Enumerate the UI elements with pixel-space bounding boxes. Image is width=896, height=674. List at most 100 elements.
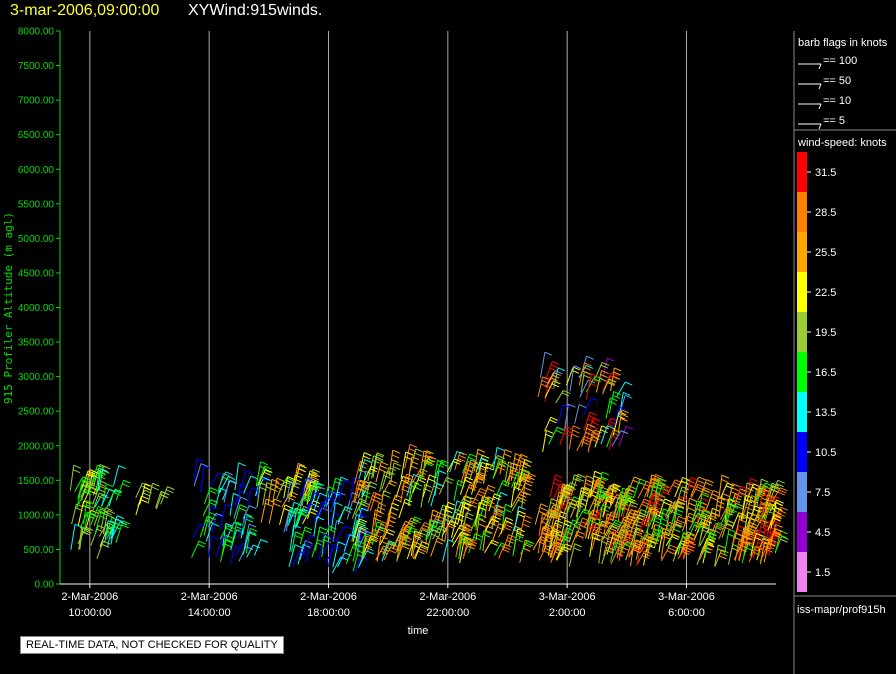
- wind-barb-flag: [705, 482, 713, 487]
- wind-barb-flag: [669, 521, 677, 526]
- wind-barb-flag: [639, 549, 647, 554]
- wind-barb-flag: [758, 485, 767, 490]
- wind-barb-flag: [456, 450, 465, 455]
- wind-barb-flag: [476, 474, 485, 479]
- wind-barb-flag: [525, 479, 534, 484]
- wind-barb: [420, 484, 426, 508]
- wind-barb: [305, 473, 314, 492]
- wind-barb-flag: [726, 523, 734, 527]
- wind-barb-flag: [590, 438, 599, 443]
- wind-barb: [493, 505, 499, 526]
- wind-barb-flag: [737, 547, 745, 552]
- wind-barb-flag: [428, 478, 436, 483]
- wind-barb-flag: [657, 484, 666, 489]
- wind-barb-flag: [106, 514, 115, 519]
- wind-barb: [590, 479, 598, 497]
- wind-barb: [698, 526, 704, 547]
- wind-barb-flag: [647, 544, 655, 549]
- wind-barb: [750, 533, 757, 556]
- wind-barb-flag: [389, 511, 398, 516]
- wind-barb-flag: [730, 505, 739, 509]
- wind-barb: [613, 406, 620, 428]
- wind-barb-flag: [431, 533, 439, 538]
- wind-barb-flag: [663, 501, 671, 506]
- wind-barb-flag: [601, 471, 610, 476]
- wind-barb-flag: [553, 371, 561, 376]
- wind-barb: [96, 541, 104, 559]
- wind-barb-flag: [496, 446, 505, 451]
- wind-barb-flag: [612, 375, 621, 380]
- wind-barb-flag: [402, 528, 410, 533]
- wind-barb: [435, 460, 443, 478]
- wind-barb-flag: [109, 488, 117, 493]
- wind-barb-flag: [731, 487, 739, 492]
- wind-barb-flag: [583, 490, 591, 495]
- wind-barb-flag: [540, 536, 549, 541]
- wind-barb-flag: [653, 505, 661, 510]
- wind-barb: [322, 538, 332, 555]
- wind-barb-flag: [718, 555, 727, 560]
- wind-barb-flag: [568, 403, 576, 408]
- wind-barb-flag: [425, 454, 433, 459]
- wind-barb: [511, 471, 519, 488]
- wind-barb-flag: [310, 479, 318, 484]
- wind-barb-flag: [602, 494, 610, 498]
- wind-barb-flag: [687, 507, 695, 512]
- wind-barb-flag: [653, 493, 662, 498]
- wind-barb-flag: [573, 547, 581, 552]
- wind-barb: [203, 512, 211, 536]
- wind-barb-flag: [470, 459, 479, 464]
- wind-barb-flag: [222, 535, 230, 540]
- wind-barb: [705, 490, 714, 510]
- wind-barb: [577, 487, 583, 508]
- wind-barb-flag: [421, 541, 430, 546]
- wind-barb-flag: [749, 486, 757, 490]
- wind-barb-flag: [620, 536, 628, 541]
- wind-barb-flag: [593, 510, 602, 515]
- wind-barb-flag: [504, 448, 513, 453]
- wind-barb-flag: [493, 512, 502, 517]
- wind-barb-flag: [477, 513, 486, 518]
- wind-barb-flag: [366, 550, 375, 555]
- wind-barb-flag: [625, 394, 633, 399]
- wind-barb-flag: [579, 497, 588, 502]
- wind-barb-flag: [592, 417, 601, 422]
- wind-barb-flag: [545, 535, 553, 540]
- wind-barb: [718, 493, 723, 518]
- wind-barb-flag: [458, 454, 467, 459]
- wind-barb-flag: [445, 480, 453, 484]
- wind-barb-flag: [632, 549, 641, 553]
- wind-barb-flag: [702, 491, 710, 496]
- wind-barb-flag: [648, 539, 656, 544]
- wind-barb-flag: [402, 489, 411, 493]
- wind-barb-flag: [760, 526, 768, 531]
- wind-barb-flag: [651, 506, 659, 511]
- wind-barb-flag: [318, 530, 327, 535]
- wind-barb: [346, 500, 353, 520]
- wind-barb-flag: [739, 514, 748, 519]
- wind-barb: [351, 498, 360, 519]
- wind-barb: [718, 475, 723, 500]
- wind-barb: [291, 551, 300, 567]
- wind-barb: [318, 497, 328, 517]
- wind-barb-flag: [123, 479, 131, 484]
- wind-barb-flag: [607, 382, 615, 386]
- wind-barb-flag: [689, 533, 697, 538]
- wind-barb-flag: [769, 536, 777, 541]
- wind-barb: [724, 499, 729, 523]
- wind-barb: [534, 503, 542, 525]
- y-axis-label: 915 Profiler Altitude (m agl): [2, 212, 15, 404]
- barb-legend-label: == 10: [823, 95, 851, 107]
- wind-barb: [70, 524, 76, 550]
- wind-barb-flag: [777, 491, 785, 496]
- wind-barb: [696, 546, 704, 566]
- wind-barb-flag: [592, 502, 601, 507]
- wind-barb-flag: [263, 471, 272, 476]
- y-tick-label: 1000.00: [18, 510, 55, 521]
- wind-barb: [219, 504, 226, 530]
- wind-barb-flag: [401, 533, 409, 537]
- wind-barb-flag: [357, 540, 365, 545]
- wind-barb-flag: [715, 523, 723, 527]
- x-tick-date: 2-Mar-2006: [419, 591, 476, 603]
- wind-barb-flag: [763, 485, 772, 490]
